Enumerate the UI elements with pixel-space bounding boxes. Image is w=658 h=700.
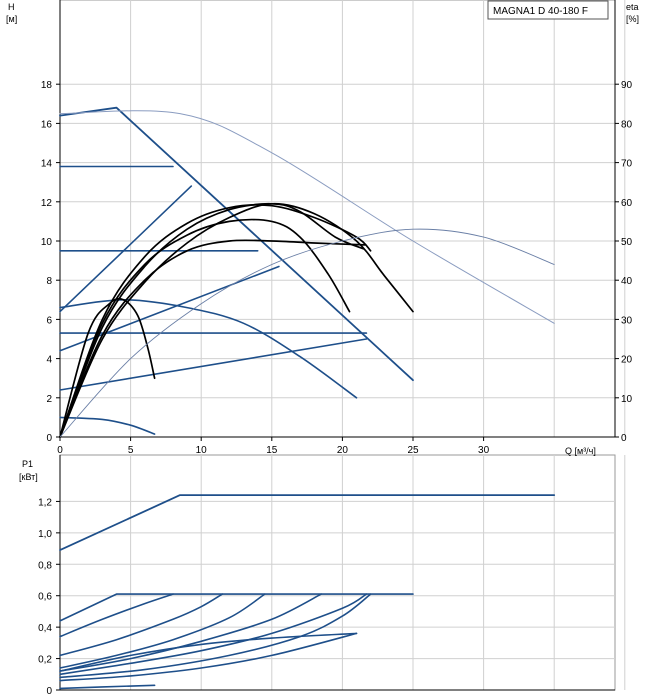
series-eta-16	[59, 228, 555, 438]
series-setting-7	[59, 593, 372, 679]
x-tick-label: 25	[407, 445, 419, 456]
x-tick-label: 0	[57, 445, 63, 456]
flow-axis-label: Q [м³/ч]	[565, 446, 596, 456]
power-axis-label: P1	[22, 459, 33, 469]
head-chart-ticks: 0 2 4 6 8 10 12 14 16 18 0 10 20 30 40 50 60 70 80 90 0 5 10 15…	[41, 80, 633, 456]
head-axis-label: H	[8, 2, 15, 12]
y-tick-label: 6	[46, 315, 52, 326]
power-chart-series	[59, 494, 556, 690]
series-max-1	[59, 110, 555, 324]
series-setting-7	[59, 338, 368, 391]
series-setting-4	[59, 593, 266, 669]
series-head-15	[59, 202, 365, 438]
series-setting-8	[59, 632, 358, 672]
y2-tick-label: 40	[621, 276, 633, 287]
y-tick-label: 16	[41, 119, 53, 130]
series-setting-5	[59, 185, 193, 313]
model-label: MAGNA1 D 40-180 F	[493, 6, 588, 17]
series-setting-5	[59, 593, 322, 672]
y2-tick-label: 90	[621, 80, 633, 91]
series-setting-2	[59, 593, 174, 638]
series-setting-9	[59, 416, 156, 435]
y2-tick-label: 60	[621, 198, 633, 209]
y-tick-label: 0,8	[38, 560, 52, 571]
y-tick-label: 8	[46, 276, 52, 287]
x-tick-label: 5	[128, 445, 134, 456]
eta-axis-label: eta	[626, 2, 639, 12]
plot-frame-power	[59, 454, 616, 691]
y-tick-label: 12	[41, 198, 53, 209]
series-setting-9	[59, 632, 358, 682]
y2-tick-label: 50	[621, 237, 633, 248]
series-head-14	[59, 202, 414, 438]
series-head-10	[59, 297, 156, 438]
y2-tick-label: 0	[621, 433, 627, 444]
head-chart-series	[59, 106, 555, 438]
series-max-0	[59, 494, 556, 551]
power-chart-ticks: 0 0,2 0,4 0,6 0,8 1,0 1,2	[38, 497, 60, 697]
y-tick-label: 14	[41, 159, 53, 170]
y2-tick-label: 10	[621, 394, 633, 405]
y-tick-label: 1,0	[38, 529, 52, 540]
series-head-13	[59, 239, 366, 438]
y2-tick-label: 70	[621, 159, 633, 170]
eta-axis-unit: [%]	[626, 14, 639, 24]
y2-tick-label: 30	[621, 315, 633, 326]
head-axis-unit: [м]	[6, 14, 17, 24]
series-setting-6	[59, 593, 368, 676]
y-tick-label: 2	[46, 394, 52, 405]
x-tick-label: 20	[337, 445, 349, 456]
y-tick-label: 4	[46, 355, 52, 366]
series-head-12	[59, 218, 351, 438]
x-tick-label: 10	[196, 445, 208, 456]
x-tick-label: 15	[266, 445, 278, 456]
y2-tick-label: 80	[621, 119, 633, 130]
power-axis-unit: [кВт]	[19, 472, 38, 482]
series-setting-3	[59, 593, 224, 657]
y-tick-label: 0	[46, 433, 52, 444]
x-tick-label: 30	[478, 445, 490, 456]
series-setting-1	[59, 593, 414, 622]
y-tick-label: 0	[46, 686, 52, 697]
y2-tick-label: 20	[621, 355, 633, 366]
series-setting-10	[59, 684, 156, 690]
y-tick-label: 10	[41, 237, 53, 248]
head-chart-grid	[59, 0, 626, 438]
plot-frame-head	[59, 0, 616, 438]
y-tick-label: 0,2	[38, 655, 52, 666]
y-tick-label: 1,2	[38, 497, 52, 508]
y-tick-label: 18	[41, 80, 53, 91]
y-tick-label: 0,4	[38, 623, 52, 634]
model-label-box	[487, 0, 609, 20]
y-tick-label: 0,6	[38, 592, 52, 603]
